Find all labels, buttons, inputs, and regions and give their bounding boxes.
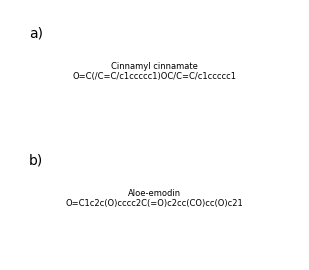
Text: Cinnamyl cinnamate
O=C(/C=C/c1ccccc1)OC/C=C/c1ccccc1: Cinnamyl cinnamate O=C(/C=C/c1ccccc1)OC/… (73, 62, 236, 81)
Text: b): b) (29, 154, 43, 168)
Text: Aloe-emodin
O=C1c2c(O)cccc2C(=O)c2cc(CO)cc(O)c21: Aloe-emodin O=C1c2c(O)cccc2C(=O)c2cc(CO)… (66, 189, 243, 208)
Text: a): a) (29, 26, 43, 40)
